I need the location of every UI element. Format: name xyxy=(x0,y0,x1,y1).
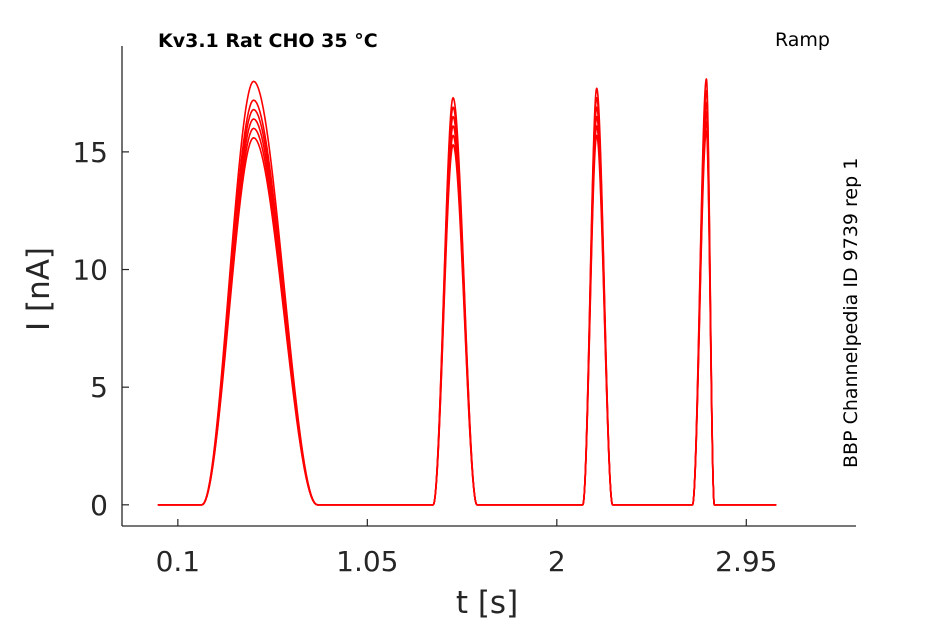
x-tick-label: 0.1 xyxy=(156,545,201,578)
y-axis-label: I [nA] xyxy=(21,247,57,331)
protocol-label: Ramp xyxy=(775,29,830,51)
y-tick-label: 15 xyxy=(72,136,108,169)
chart-title: Kv3.1 Rat CHO 35 °C xyxy=(158,30,378,52)
current-trace xyxy=(157,120,777,506)
current-trace xyxy=(157,89,777,506)
current-trace xyxy=(157,111,777,506)
axis-ticks: 0.1 1.05 2 2.95 0 5 10 15 xyxy=(72,136,777,578)
source-note: BBP Channelpedia ID 9739 rep 1 xyxy=(840,158,862,468)
y-tick-label: 0 xyxy=(90,489,108,522)
y-tick-label: 10 xyxy=(72,254,108,287)
current-traces xyxy=(157,78,777,506)
current-trace xyxy=(157,101,777,506)
x-tick-label: 1.05 xyxy=(336,545,398,578)
current-trace xyxy=(157,129,777,506)
x-axis-label: t [s] xyxy=(456,585,518,621)
x-tick-label: 2.95 xyxy=(715,545,777,578)
y-tick-label: 5 xyxy=(90,371,108,404)
x-tick-label: 2 xyxy=(548,545,566,578)
